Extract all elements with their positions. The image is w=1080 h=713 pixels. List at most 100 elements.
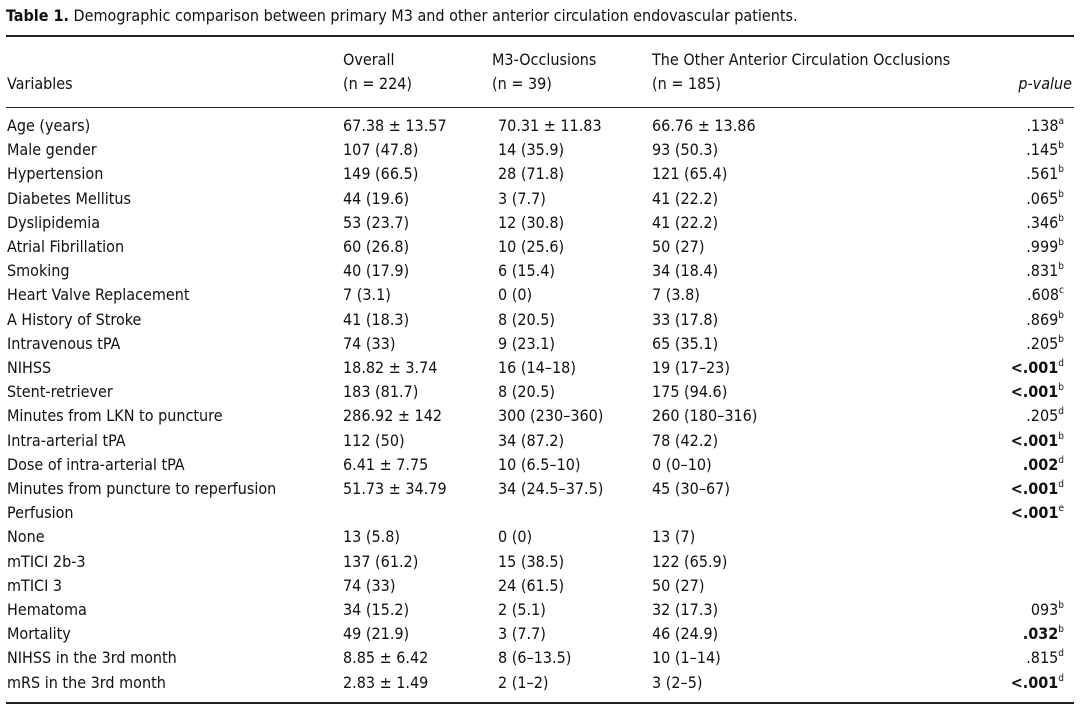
pvalue-text: 093 — [1030, 600, 1059, 619]
cell-pvalue: .205b — [1026, 332, 1064, 356]
pvalue-text: <.001 — [1010, 358, 1059, 377]
pvalue-text: .346 — [1026, 212, 1059, 232]
table-row: Stent-retriever 183 (81.7) 8 (20.5) 175 (94… — [0, 380, 1080, 404]
cell-overall: 34 (15.2) — [343, 600, 410, 619]
pvalue-footnote-mark: d — [1058, 672, 1064, 684]
pvalue-footnote-mark: b — [1058, 140, 1064, 152]
cell-overall: 44 (19.6) — [343, 188, 410, 208]
cell-pvalue: <.001d — [1011, 671, 1064, 695]
cell-overall: 40 (17.9) — [343, 261, 410, 281]
cell-other: 175 (94.6) — [652, 382, 728, 402]
cell-variable: Intra-arterial tPA — [7, 430, 126, 450]
table-row: Dose of intra-arterial tPA 6.41 ± 7.75 10 … — [0, 453, 1080, 477]
pvalue-text: .205 — [1026, 406, 1059, 426]
cell-other: 121 (65.4) — [652, 164, 728, 184]
cell-overall: 112 (50) — [343, 430, 405, 450]
cell-other: 45 (30–67) — [652, 479, 730, 498]
header-m3: M3-Occlusions (n = 39) — [492, 48, 596, 96]
cell-variable: Heart Valve Replacement — [7, 285, 190, 305]
table-row: Mortality 49 (21.9) 3 (7.7) 46 (24.9) .032b — [0, 622, 1080, 646]
header-variables: Variables — [7, 74, 73, 93]
table-row: Intravenous tPA 74 (33) 9 (23.1) 65 (35.1).… — [0, 332, 1080, 356]
pvalue-text: .002 — [1022, 454, 1059, 474]
cell-m3: 10 (6.5–10) — [498, 454, 581, 474]
cell-pvalue: .561b — [1026, 162, 1064, 186]
table-row: Age (years) 67.38 ± 13.57 70.31 ± 11.83 66.… — [0, 114, 1080, 138]
pvalue-footnote-mark: b — [1058, 333, 1064, 345]
cell-pvalue: .346b — [1026, 211, 1064, 235]
pvalue-text: .561 — [1026, 164, 1059, 184]
cell-variable: None — [7, 527, 45, 547]
cell-other: 50 (27) — [652, 237, 705, 256]
cell-other: 260 (180–316) — [652, 406, 758, 426]
table-row: Male gender 107 (47.8) 14 (35.9) 93 (50.3).… — [0, 138, 1080, 162]
cell-overall: 6.41 ± 7.75 — [343, 454, 429, 474]
cell-pvalue: <.001d — [1011, 356, 1064, 380]
cell-overall: 13 (5.8) — [343, 527, 400, 547]
cell-other: 10 (1–14) — [652, 648, 721, 668]
cell-pvalue: 093b — [1031, 598, 1064, 622]
header-m3-label: M3-Occlusions — [492, 50, 597, 69]
cell-overall: 183 (81.7) — [343, 382, 419, 402]
cell-variable: A History of Stroke — [7, 309, 142, 329]
cell-overall: 51.73 ± 34.79 — [343, 479, 447, 498]
cell-other: 33 (17.8) — [652, 309, 719, 329]
cell-variable: NIHSS — [7, 358, 52, 377]
cell-variable: mTICI 3 — [7, 575, 63, 595]
cell-overall: 67.38 ± 13.57 — [343, 116, 447, 135]
cell-m3: 34 (24.5–37.5) — [498, 479, 604, 498]
cell-variable: mRS in the 3rd month — [7, 672, 166, 692]
pvalue-footnote-mark: b — [1058, 600, 1064, 611]
cell-m3: 300 (230–360) — [498, 406, 604, 426]
cell-m3: 34 (87.2) — [498, 430, 565, 450]
cell-pvalue: .608c — [1027, 283, 1064, 307]
header-pvalue: p-value — [1018, 74, 1072, 93]
header-rule — [6, 107, 1074, 108]
cell-overall: 41 (18.3) — [343, 309, 410, 329]
cell-variable: Perfusion — [7, 503, 74, 523]
pvalue-footnote-mark: a — [1058, 116, 1064, 127]
pvalue-text: <.001 — [1010, 430, 1059, 450]
cell-variable: Hematoma — [7, 600, 87, 619]
cell-variable: NIHSS in the 3rd month — [7, 648, 177, 668]
cell-pvalue: <.001b — [1011, 380, 1064, 404]
pvalue-footnote-mark: b — [1058, 261, 1064, 273]
cell-overall: 137 (61.2) — [343, 551, 419, 571]
cell-variable: Dyslipidemia — [7, 212, 101, 232]
cell-variable: Diabetes Mellitus — [7, 188, 132, 208]
cell-overall: 2.83 ± 1.49 — [343, 672, 429, 692]
pvalue-text: .145 — [1026, 140, 1059, 160]
table-row: Atrial Fibrillation 60 (26.8) 10 (25.6) 50 … — [0, 235, 1080, 259]
pvalue-footnote-mark: b — [1058, 164, 1064, 176]
cell-overall: 74 (33) — [343, 333, 396, 353]
cell-pvalue: <.001b — [1011, 429, 1064, 453]
table-row: NIHSS 18.82 ± 3.74 16 (14–18) 19 (17–23) <.0… — [0, 356, 1080, 380]
cell-other: 50 (27) — [652, 575, 705, 595]
cell-overall: 53 (23.7) — [343, 212, 410, 232]
table-row: Heart Valve Replacement 7 (3.1) 0 (0) 7 (3.… — [0, 283, 1080, 307]
cell-pvalue: .138a — [1026, 114, 1064, 138]
cell-m3: 0 (0) — [498, 285, 533, 305]
cell-variable: Age (years) — [7, 116, 91, 135]
cell-pvalue: .999b — [1026, 235, 1064, 259]
top-rule — [6, 35, 1074, 37]
pvalue-text: .831 — [1026, 261, 1059, 281]
cell-overall: 107 (47.8) — [343, 140, 419, 160]
cell-m3: 2 (1–2) — [498, 672, 549, 692]
cell-variable: Atrial Fibrillation — [7, 237, 125, 256]
cell-pvalue: .869b — [1026, 308, 1064, 332]
cell-pvalue: .032b — [1023, 622, 1064, 646]
pvalue-footnote-mark: b — [1058, 430, 1064, 442]
cell-m3: 70.31 ± 11.83 — [498, 116, 602, 135]
pvalue-text: .205 — [1026, 333, 1059, 353]
pvalue-footnote-mark: d — [1058, 358, 1064, 369]
pvalue-text: .032 — [1022, 624, 1059, 644]
table-row: mTICI 3 74 (33) 24 (61.5) 50 (27) — [0, 574, 1080, 598]
cell-other: 41 (22.2) — [652, 212, 719, 232]
cell-m3: 2 (5.1) — [498, 600, 546, 619]
cell-m3: 8 (20.5) — [498, 309, 555, 329]
pvalue-text: .999 — [1026, 237, 1059, 256]
pvalue-footnote-mark: b — [1058, 309, 1064, 321]
header-overall-label: Overall — [343, 50, 395, 69]
